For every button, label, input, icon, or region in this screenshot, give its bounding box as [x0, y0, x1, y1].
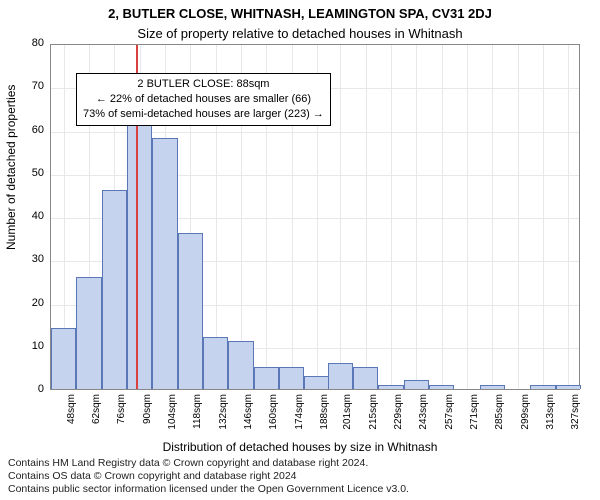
x-tick-label: 146sqm: [243, 394, 254, 444]
histogram-bar: [378, 385, 403, 389]
footer-line: Contains public sector information licen…: [8, 483, 592, 496]
y-tick-label: 50: [14, 167, 44, 179]
x-tick-label: 201sqm: [342, 394, 353, 444]
gridline-v: [366, 45, 367, 389]
gridline-v: [568, 45, 569, 389]
gridline-v: [340, 45, 341, 389]
x-tick-label: 229sqm: [393, 394, 404, 444]
x-tick-label: 62sqm: [91, 394, 102, 444]
callout-line: 2 BUTLER CLOSE: 88sqm: [83, 77, 324, 92]
y-tick-label: 40: [14, 210, 44, 222]
x-axis-label: Distribution of detached houses by size …: [0, 440, 600, 454]
y-tick-label: 20: [14, 297, 44, 309]
histogram-bar: [76, 277, 101, 389]
histogram-bar: [254, 367, 279, 389]
histogram-bar: [152, 138, 177, 389]
x-tick-label: 285sqm: [494, 394, 505, 444]
gridline-v: [391, 45, 392, 389]
histogram-bar: [228, 341, 253, 389]
x-tick-label: 215sqm: [368, 394, 379, 444]
x-tick-label: 160sqm: [268, 394, 279, 444]
x-tick-label: 48sqm: [66, 394, 77, 444]
footer-line: Contains OS data © Crown copyright and d…: [8, 470, 592, 483]
y-tick-label: 70: [14, 80, 44, 92]
x-tick-label: 327sqm: [570, 394, 581, 444]
histogram-bar: [480, 385, 505, 389]
callout-line: ← 22% of detached houses are smaller (66…: [83, 92, 324, 107]
histogram-bar: [530, 385, 555, 389]
y-tick-label: 80: [14, 37, 44, 49]
x-tick-label: 313sqm: [545, 394, 556, 444]
gridline-v: [467, 45, 468, 389]
chart-title-secondary: Size of property relative to detached ho…: [0, 26, 600, 41]
histogram-bar: [556, 385, 581, 389]
histogram-bar: [51, 328, 76, 389]
x-tick-label: 76sqm: [116, 394, 127, 444]
histogram-bar: [178, 233, 203, 389]
histogram-bar: [203, 337, 228, 389]
histogram-bar: [102, 190, 127, 389]
y-tick-label: 0: [14, 383, 44, 395]
x-tick-label: 257sqm: [444, 394, 455, 444]
histogram-bar: [404, 380, 429, 389]
histogram-bar: [127, 121, 152, 389]
gridline-v: [416, 45, 417, 389]
gridline-v: [492, 45, 493, 389]
y-tick-label: 30: [14, 253, 44, 265]
footer-line: Contains HM Land Registry data © Crown c…: [8, 457, 592, 470]
x-tick-label: 118sqm: [192, 394, 203, 444]
chart-container: 2, BUTLER CLOSE, WHITNASH, LEAMINGTON SP…: [0, 0, 600, 500]
gridline-v: [442, 45, 443, 389]
gridline-v: [518, 45, 519, 389]
y-tick-label: 10: [14, 340, 44, 352]
histogram-bar: [328, 363, 353, 389]
x-tick-label: 104sqm: [167, 394, 178, 444]
footer-attribution: Contains HM Land Registry data © Crown c…: [8, 457, 592, 496]
x-tick-label: 90sqm: [142, 394, 153, 444]
callout-line: 73% of semi-detached houses are larger (…: [83, 107, 324, 122]
histogram-bar: [429, 385, 454, 389]
x-tick-label: 299sqm: [520, 394, 531, 444]
plot-area: 2 BUTLER CLOSE: 88sqm← 22% of detached h…: [50, 44, 580, 390]
histogram-bar: [304, 376, 329, 389]
x-tick-label: 174sqm: [294, 394, 305, 444]
y-tick-label: 60: [14, 124, 44, 136]
callout-box: 2 BUTLER CLOSE: 88sqm← 22% of detached h…: [76, 73, 331, 126]
histogram-bar: [279, 367, 304, 389]
x-tick-label: 188sqm: [319, 394, 330, 444]
x-tick-label: 132sqm: [218, 394, 229, 444]
chart-title-primary: 2, BUTLER CLOSE, WHITNASH, LEAMINGTON SP…: [0, 6, 600, 21]
histogram-bar: [353, 367, 378, 389]
x-tick-label: 243sqm: [418, 394, 429, 444]
x-tick-label: 271sqm: [469, 394, 480, 444]
gridline-v: [543, 45, 544, 389]
